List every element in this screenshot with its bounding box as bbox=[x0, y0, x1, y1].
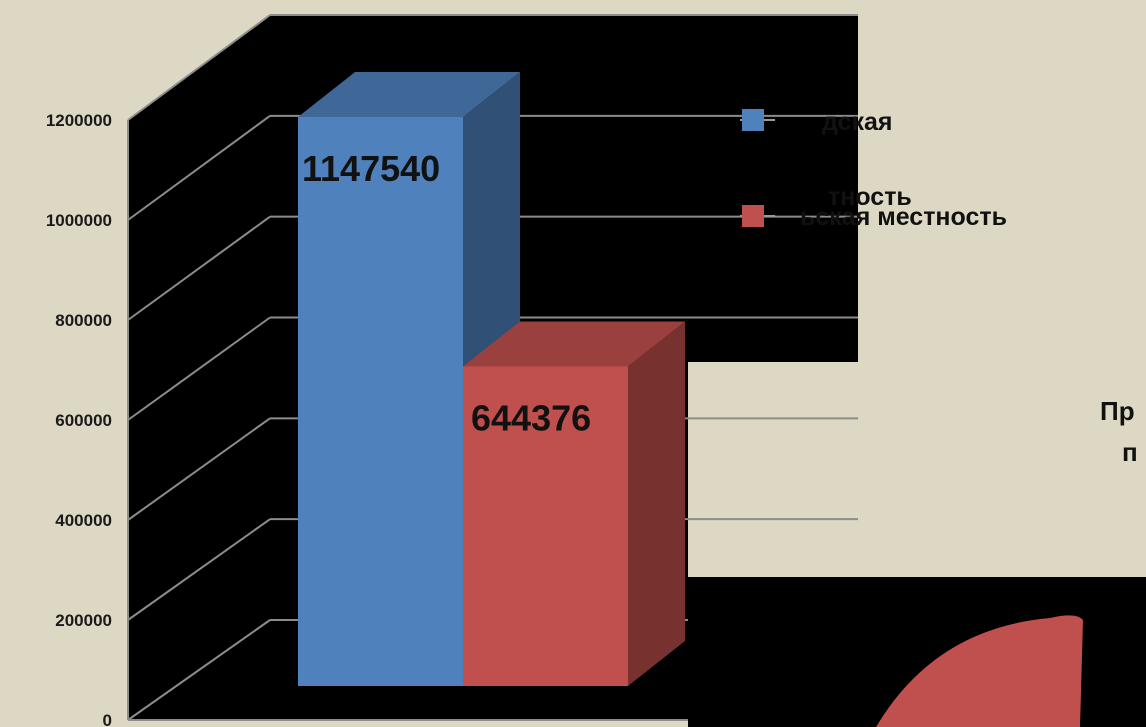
partial-title-line-1: Пр bbox=[1100, 396, 1135, 426]
y-tick-label: 200000 bbox=[55, 611, 112, 630]
gridline-diagonal bbox=[127, 417, 271, 521]
partial-title-line-2: п bbox=[1122, 437, 1138, 467]
legend-label-urban-line-2: тность bbox=[828, 183, 912, 211]
gridline-diagonal bbox=[127, 518, 271, 621]
y-tick-label: 800000 bbox=[55, 311, 112, 330]
y-tick-label: 400000 bbox=[55, 511, 112, 530]
y-tick-label: 1000000 bbox=[46, 211, 112, 230]
legend-swatch-rural bbox=[742, 205, 764, 227]
data-labels: 1147540 644376 bbox=[302, 148, 591, 438]
y-tick-label: 0 bbox=[103, 711, 112, 727]
pie-slice-fragment bbox=[876, 615, 1083, 727]
gridline-diagonal bbox=[127, 215, 271, 321]
bar-top-0 bbox=[298, 72, 520, 117]
chart-legend: дская тность ьская местность bbox=[740, 108, 1007, 231]
legend-swatch-urban bbox=[742, 109, 764, 131]
bar-front-0 bbox=[298, 117, 463, 686]
y-tick-label: 600000 bbox=[55, 411, 112, 430]
bars bbox=[298, 72, 685, 686]
gridline-diagonal bbox=[127, 316, 271, 421]
gridline-diagonal bbox=[127, 14, 271, 121]
gridline-diagonal bbox=[127, 619, 271, 721]
y-axis-ticks: 0 200000 400000 600000 800000 1000000 1200000 bbox=[46, 111, 112, 727]
y-tick-label: 1200000 bbox=[46, 111, 112, 130]
data-label-0: 1147540 bbox=[302, 148, 440, 189]
bar-side-1 bbox=[628, 321, 685, 686]
gridline-diagonal bbox=[127, 115, 271, 221]
legend-label-rural: ьская местность bbox=[800, 203, 1007, 231]
bar-top-1 bbox=[463, 321, 685, 367]
bar-front-1 bbox=[463, 366, 628, 686]
data-label-1: 644376 bbox=[471, 397, 591, 438]
legend-label-urban-line-1: дская bbox=[822, 108, 892, 136]
